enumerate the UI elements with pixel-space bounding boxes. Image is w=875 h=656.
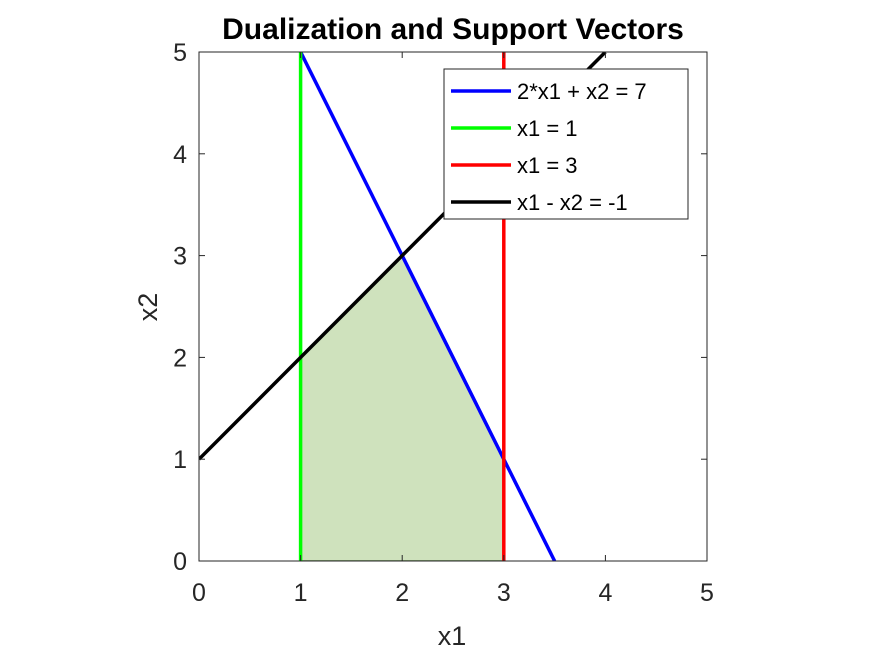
x-tick-label: 2 [395,579,409,607]
legend-label-2: x1 = 1 [517,116,578,141]
legend-label-1: 2*x1 + x2 = 7 [517,79,647,104]
y-axis-label: x2 [133,293,163,322]
x-tick-label: 4 [598,579,612,607]
series-line-1 [299,52,557,561]
axes-box [198,51,708,562]
y-tick-label: 5 [173,39,187,67]
y-tick-label: 2 [173,344,187,372]
y-tick-label: 4 [173,141,187,169]
x-tick-label: 0 [192,579,206,607]
chart-title: Dualization and Support Vectors [222,13,684,46]
legend-box [443,68,689,220]
x-axis-label: x1 [438,621,467,651]
y-tick-label: 3 [173,243,187,271]
y-tick-label: 0 [173,548,187,576]
x-tick-label: 3 [497,579,511,607]
y-tick-label: 1 [173,446,187,474]
legend: 2*x1 + x2 = 7 x1 = 1 x1 = 3 x1 - x2 = -1 [443,68,689,220]
x-tick-label: 5 [700,579,714,607]
ticks-layer: 0 1 2 3 4 5 0 1 2 3 4 5 [173,39,714,607]
legend-label-4: x1 - x2 = -1 [517,190,628,215]
legend-label-3: x1 = 3 [517,153,578,178]
x-tick-label: 1 [294,579,308,607]
